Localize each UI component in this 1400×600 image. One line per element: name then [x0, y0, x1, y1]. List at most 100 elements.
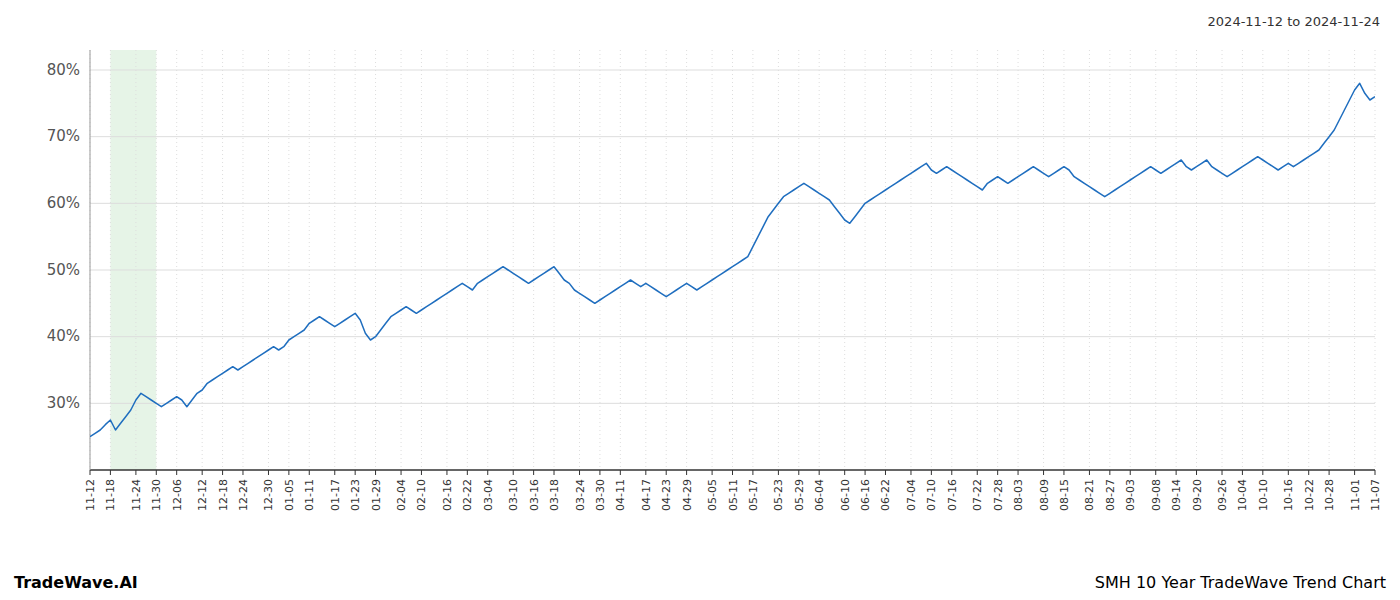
- x-tick-label: 11-30: [150, 479, 163, 511]
- x-tick-label: 06-16: [859, 479, 872, 511]
- x-grid-line: [819, 50, 820, 470]
- x-grid-line: [554, 50, 555, 470]
- x-grid-line: [242, 50, 243, 470]
- x-tick-label: 07-22: [971, 479, 984, 511]
- x-tick-label: 02-10: [415, 479, 428, 511]
- line: [90, 83, 1375, 436]
- x-grid-line: [885, 50, 886, 470]
- x-tick-label: 07-04: [905, 479, 918, 511]
- x-tick-label: 09-03: [1124, 479, 1137, 511]
- x-tick-label: 03-04: [482, 479, 495, 511]
- x-grid-line: [1109, 50, 1110, 470]
- x-grid-line: [487, 50, 488, 470]
- x-grid-line: [732, 50, 733, 470]
- y-grid-line: [90, 136, 1375, 137]
- x-tick-label: 12-30: [262, 479, 275, 511]
- y-tick-label: 30%: [47, 394, 80, 412]
- x-tick-label: 10-04: [1236, 479, 1249, 511]
- title: SMH 10 Year TradeWave Trend Chart: [1095, 573, 1386, 592]
- x-tick-label: 09-20: [1191, 479, 1204, 511]
- x-grid-line: [579, 50, 580, 470]
- x-grid-line: [865, 50, 866, 470]
- x-tick-label: 06-10: [839, 479, 852, 511]
- y-tick-label: 50%: [47, 261, 80, 279]
- x-grid-line: [931, 50, 932, 470]
- x-tick-label: 03-24: [574, 479, 587, 511]
- x-grid-line: [951, 50, 952, 470]
- x-grid-line: [1018, 50, 1019, 470]
- x-tick-label: 08-03: [1012, 479, 1025, 511]
- x-grid-line: [1242, 50, 1243, 470]
- y-axis-line: [90, 50, 91, 470]
- x-grid-line: [645, 50, 646, 470]
- x-grid-line: [355, 50, 356, 470]
- y-tick-label: 80%: [47, 61, 80, 79]
- x-tick-label: 02-22: [461, 479, 474, 511]
- x-grid-line: [997, 50, 998, 470]
- x-grid-line: [778, 50, 779, 470]
- x-grid-line: [1089, 50, 1090, 470]
- x-tick-label: 05-17: [747, 479, 760, 511]
- x-tick-label: 11-24: [130, 479, 143, 511]
- x-grid-line: [666, 50, 667, 470]
- x-grid-line: [421, 50, 422, 470]
- x-grid-line: [375, 50, 376, 470]
- x-grid-line: [533, 50, 534, 470]
- x-grid-line: [1196, 50, 1197, 470]
- x-tick-label: 10-16: [1282, 479, 1295, 511]
- x-tick-label: 10-22: [1303, 479, 1316, 511]
- y-grid-line: [90, 336, 1375, 337]
- x-tick-label: 09-08: [1150, 479, 1163, 511]
- x-grid-line: [110, 50, 111, 470]
- x-grid-line: [977, 50, 978, 470]
- x-grid-line: [1176, 50, 1177, 470]
- x-grid-line: [446, 50, 447, 470]
- x-tick-label: 10-10: [1257, 479, 1270, 511]
- x-grid-line: [334, 50, 335, 470]
- x-tick-label: 02-16: [441, 479, 454, 511]
- x-grid-line: [401, 50, 402, 470]
- x-grid-line: [222, 50, 223, 470]
- x-grid-line: [156, 50, 157, 470]
- x-tick-label: 03-10: [507, 479, 520, 511]
- x-tick-label: 01-05: [283, 479, 296, 511]
- x-tick-label: 03-18: [548, 479, 561, 511]
- x-grid-line: [288, 50, 289, 470]
- x-grid-line: [686, 50, 687, 470]
- x-tick-label: 12-24: [237, 479, 250, 511]
- x-grid-line: [599, 50, 600, 470]
- x-grid-line: [268, 50, 269, 470]
- x-tick-label: 07-16: [946, 479, 959, 511]
- x-grid-line: [910, 50, 911, 470]
- y-tick-label: 60%: [47, 194, 80, 212]
- x-tick-label: 01-11: [303, 479, 316, 511]
- x-tick-label: 04-17: [640, 479, 653, 511]
- x-grid-line: [90, 50, 91, 470]
- x-tick-label: 11-18: [104, 479, 117, 511]
- x-grid-line: [620, 50, 621, 470]
- x-grid-line: [1130, 50, 1131, 470]
- x-tick-label: 05-11: [727, 479, 740, 511]
- y-tick-label: 40%: [47, 327, 80, 345]
- x-grid-line: [1262, 50, 1263, 470]
- x-tick-label: 01-29: [370, 479, 383, 511]
- x-grid-line: [467, 50, 468, 470]
- x-tick-label: 01-17: [329, 479, 342, 511]
- x-tick-label: 05-05: [706, 479, 719, 511]
- annotation: TradeWave.AI: [14, 573, 138, 592]
- x-grid-line: [1063, 50, 1064, 470]
- x-tick-label: 04-23: [660, 479, 673, 511]
- x-tick-label: 03-16: [528, 479, 541, 511]
- x-tick-label: 05-23: [772, 479, 785, 511]
- x-grid-line: [752, 50, 753, 470]
- x-grid-line: [1308, 50, 1309, 470]
- x-tick-label: 01-23: [349, 479, 362, 511]
- x-grid-line: [1222, 50, 1223, 470]
- x-tick-label: 07-28: [992, 479, 1005, 511]
- x-tick-label: 04-11: [614, 479, 627, 511]
- x-tick-label: 06-04: [813, 479, 826, 511]
- x-grid-line: [1155, 50, 1156, 470]
- x-grid-line: [1288, 50, 1289, 470]
- x-tick-label: 08-27: [1104, 479, 1117, 511]
- x-tick-label: 07-10: [925, 479, 938, 511]
